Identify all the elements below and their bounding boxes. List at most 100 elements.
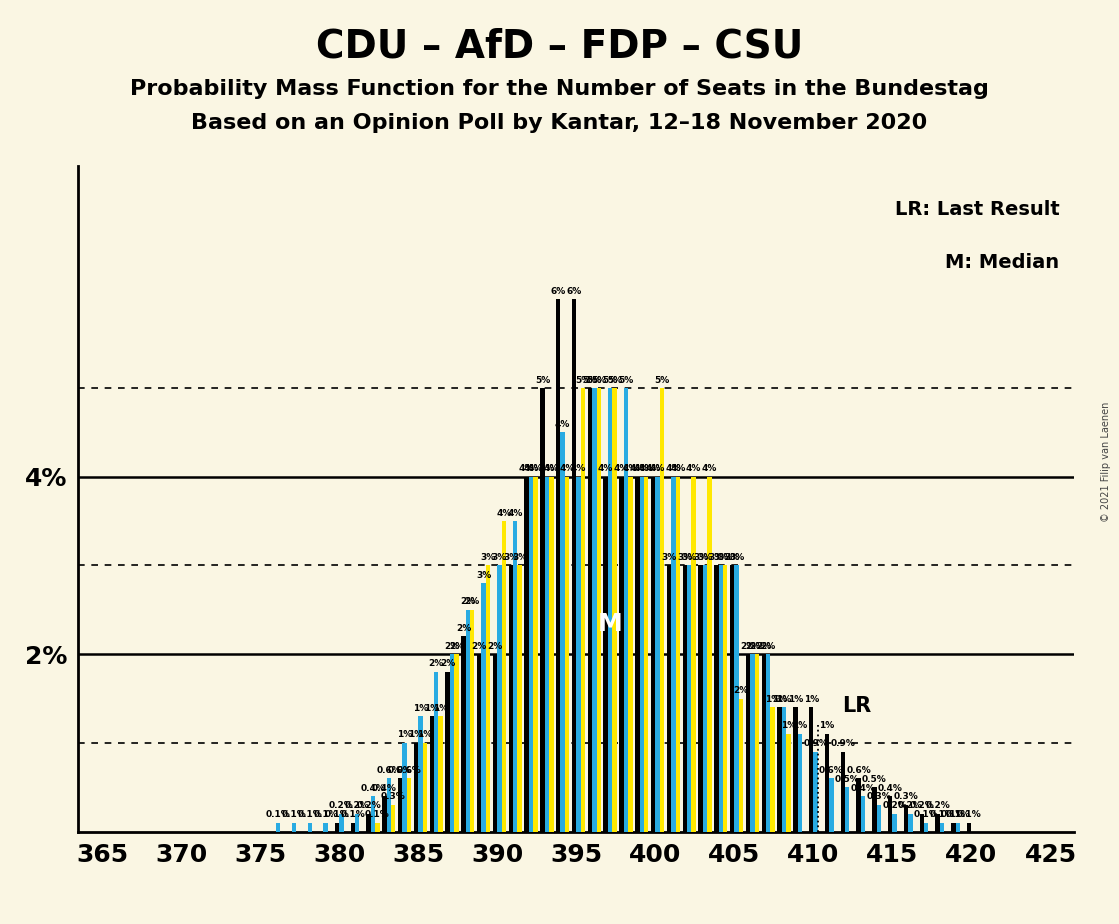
Text: 0.9%: 0.9% bbox=[830, 739, 855, 748]
Bar bbox=[501, 521, 506, 832]
Bar bbox=[513, 521, 517, 832]
Bar bbox=[687, 565, 692, 832]
Text: 4%: 4% bbox=[686, 464, 702, 473]
Text: 0.5%: 0.5% bbox=[862, 774, 886, 784]
Text: 0.1%: 0.1% bbox=[957, 810, 981, 820]
Text: 1%: 1% bbox=[819, 722, 835, 731]
Bar bbox=[434, 672, 439, 832]
Text: 3%: 3% bbox=[677, 553, 693, 562]
Bar bbox=[935, 814, 940, 832]
Bar bbox=[754, 654, 759, 832]
Bar bbox=[730, 565, 734, 832]
Text: 1%: 1% bbox=[417, 730, 432, 739]
Text: 0.2%: 0.2% bbox=[345, 801, 369, 810]
Bar bbox=[370, 796, 375, 832]
Bar bbox=[798, 734, 802, 832]
Bar bbox=[419, 716, 423, 832]
Text: 3%: 3% bbox=[492, 553, 507, 562]
Bar bbox=[386, 778, 391, 832]
Text: 0.3%: 0.3% bbox=[380, 793, 405, 801]
Bar bbox=[840, 752, 845, 832]
Text: Probability Mass Function for the Number of Seats in the Bundestag: Probability Mass Function for the Number… bbox=[130, 79, 989, 99]
Bar bbox=[525, 477, 529, 832]
Bar bbox=[904, 805, 909, 832]
Bar bbox=[350, 822, 355, 832]
Bar bbox=[718, 565, 723, 832]
Text: 2%: 2% bbox=[444, 641, 460, 650]
Bar bbox=[723, 565, 727, 832]
Text: 0.1%: 0.1% bbox=[941, 810, 966, 820]
Text: 2%: 2% bbox=[471, 641, 487, 650]
Bar bbox=[676, 477, 680, 832]
Bar bbox=[466, 610, 470, 832]
Bar bbox=[596, 388, 601, 832]
Text: Based on an Opinion Poll by Kantar, 12–18 November 2020: Based on an Opinion Poll by Kantar, 12–1… bbox=[191, 113, 928, 133]
Bar bbox=[814, 752, 818, 832]
Text: 1%: 1% bbox=[413, 704, 429, 712]
Text: 2%: 2% bbox=[455, 624, 471, 633]
Bar bbox=[497, 565, 501, 832]
Bar bbox=[581, 388, 585, 832]
Bar bbox=[825, 734, 829, 832]
Text: 4%: 4% bbox=[598, 464, 613, 473]
Bar bbox=[375, 822, 379, 832]
Bar bbox=[423, 743, 427, 832]
Bar bbox=[924, 822, 929, 832]
Bar bbox=[750, 654, 754, 832]
Text: 4%: 4% bbox=[634, 464, 649, 473]
Bar bbox=[660, 388, 665, 832]
Text: © 2021 Filip van Laenen: © 2021 Filip van Laenen bbox=[1101, 402, 1111, 522]
Bar bbox=[861, 796, 865, 832]
Bar bbox=[339, 814, 344, 832]
Text: 1%: 1% bbox=[397, 730, 412, 739]
Bar bbox=[782, 708, 787, 832]
Text: 4%: 4% bbox=[702, 464, 717, 473]
Text: 4%: 4% bbox=[496, 508, 511, 517]
Text: 5%: 5% bbox=[602, 375, 618, 384]
Bar bbox=[486, 565, 490, 832]
Text: 1%: 1% bbox=[772, 695, 787, 704]
Text: 5%: 5% bbox=[586, 375, 602, 384]
Bar bbox=[636, 477, 640, 832]
Text: 0.2%: 0.2% bbox=[910, 801, 934, 810]
Bar bbox=[576, 477, 581, 832]
Text: 0.1%: 0.1% bbox=[930, 810, 955, 820]
Text: 0.1%: 0.1% bbox=[325, 810, 349, 820]
Text: 4%: 4% bbox=[670, 464, 686, 473]
Text: 2%: 2% bbox=[741, 641, 755, 650]
Bar bbox=[967, 822, 971, 832]
Text: 1%: 1% bbox=[777, 695, 791, 704]
Bar bbox=[398, 778, 403, 832]
Text: 2%: 2% bbox=[488, 641, 502, 650]
Text: 0.9%: 0.9% bbox=[803, 739, 828, 748]
Text: 4%: 4% bbox=[528, 464, 543, 473]
Bar bbox=[292, 822, 297, 832]
Text: 0.2%: 0.2% bbox=[882, 801, 908, 810]
Bar bbox=[698, 565, 703, 832]
Bar bbox=[787, 734, 791, 832]
Bar bbox=[920, 814, 924, 832]
Text: 0.6%: 0.6% bbox=[376, 766, 402, 775]
Bar bbox=[876, 805, 881, 832]
Text: 2%: 2% bbox=[429, 660, 444, 668]
Bar bbox=[540, 388, 545, 832]
Bar bbox=[403, 743, 407, 832]
Text: 4%: 4% bbox=[614, 464, 629, 473]
Bar bbox=[856, 778, 861, 832]
Text: 3%: 3% bbox=[480, 553, 496, 562]
Text: 1%: 1% bbox=[792, 722, 808, 731]
Text: 3%: 3% bbox=[713, 553, 728, 562]
Bar bbox=[608, 388, 612, 832]
Bar bbox=[872, 787, 876, 832]
Bar bbox=[809, 708, 814, 832]
Text: 5%: 5% bbox=[619, 375, 633, 384]
Text: 3%: 3% bbox=[724, 553, 740, 562]
Text: 0.4%: 0.4% bbox=[850, 784, 875, 793]
Text: 0.1%: 0.1% bbox=[313, 810, 338, 820]
Bar bbox=[450, 654, 454, 832]
Text: LR: Last Result: LR: Last Result bbox=[894, 200, 1060, 219]
Bar bbox=[623, 388, 628, 832]
Bar bbox=[556, 299, 561, 832]
Bar bbox=[603, 477, 608, 832]
Text: 0.6%: 0.6% bbox=[819, 766, 844, 775]
